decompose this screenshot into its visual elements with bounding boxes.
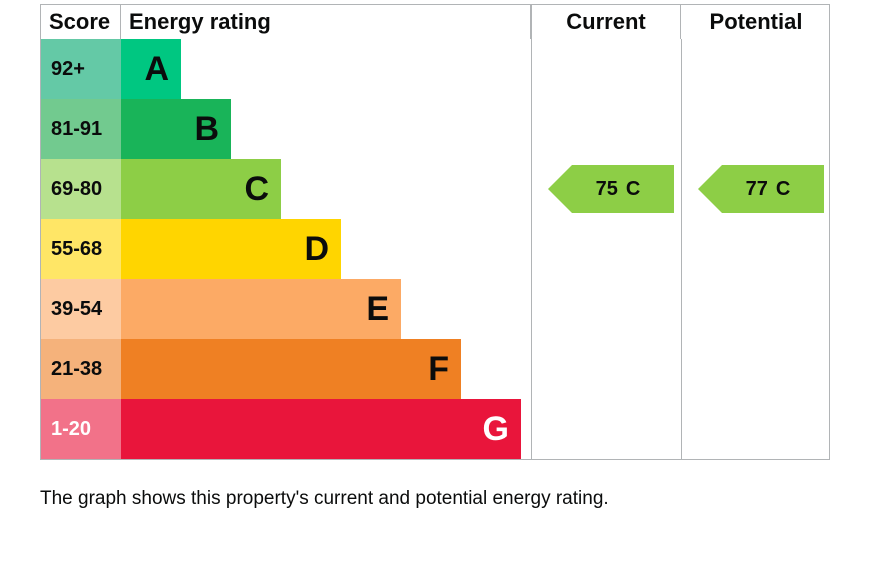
band-score: 39-54	[41, 279, 121, 339]
band-bar-f: 21-38 F	[41, 339, 461, 399]
current-rating-letter: C	[626, 178, 640, 201]
bars-column: 92+ A 81-91 B 69-80 C 55-68 D 39-54 E 21-38 F 1-20 G	[41, 39, 531, 459]
caption: The graph shows this property's current …	[40, 488, 843, 510]
epc-chart: Score Energy rating Current Potential 92…	[0, 0, 883, 549]
band-score: 21-38	[41, 339, 121, 399]
band-letter: E	[366, 290, 389, 329]
header-row: Score Energy rating Current Potential	[40, 4, 830, 39]
current-rating: 75 C	[572, 165, 674, 213]
band-row-g: 1-20 G	[41, 399, 531, 459]
band-score: 55-68	[41, 219, 121, 279]
band-bar-g: 1-20 G	[41, 399, 521, 459]
band-row-e: 39-54 E	[41, 279, 531, 339]
band-row-c: 69-80 C	[41, 159, 531, 219]
band-row-d: 55-68 D	[41, 219, 531, 279]
band-bar-e: 39-54 E	[41, 279, 401, 339]
current-column: 75 C	[531, 39, 681, 459]
band-row-b: 81-91 B	[41, 99, 531, 159]
epc-chart-grid: Score Energy rating Current Potential 92…	[40, 4, 830, 460]
band-letter: A	[144, 50, 169, 89]
band-letter: B	[194, 110, 219, 149]
band-letter: F	[428, 350, 449, 389]
header-score: Score	[41, 5, 121, 39]
header-potential: Potential	[681, 5, 831, 39]
current-rating-value: 75	[596, 178, 618, 201]
potential-column: 77 C	[681, 39, 831, 459]
band-bar-c: 69-80 C	[41, 159, 281, 219]
band-letter: C	[244, 170, 269, 209]
band-letter: G	[483, 410, 509, 449]
chart-body: 92+A81-91B69-80C55-68D39-54E21-38F1-20G …	[40, 39, 830, 460]
band-bar-a: 92+ A	[41, 39, 181, 99]
band-bar-d: 55-68 D	[41, 219, 341, 279]
band-bar-b: 81-91 B	[41, 99, 231, 159]
band-score: 92+	[41, 39, 121, 99]
header-current: Current	[531, 5, 681, 39]
potential-rating-value: 77	[746, 178, 768, 201]
potential-rating-letter: C	[776, 178, 790, 201]
band-letter: D	[304, 230, 329, 269]
band-score: 81-91	[41, 99, 121, 159]
band-score: 69-80	[41, 159, 121, 219]
band-score: 1-20	[41, 399, 121, 459]
band-row-a: 92+ A	[41, 39, 531, 99]
potential-rating: 77 C	[722, 165, 824, 213]
header-rating: Energy rating	[121, 5, 531, 39]
band-row-f: 21-38 F	[41, 339, 531, 399]
